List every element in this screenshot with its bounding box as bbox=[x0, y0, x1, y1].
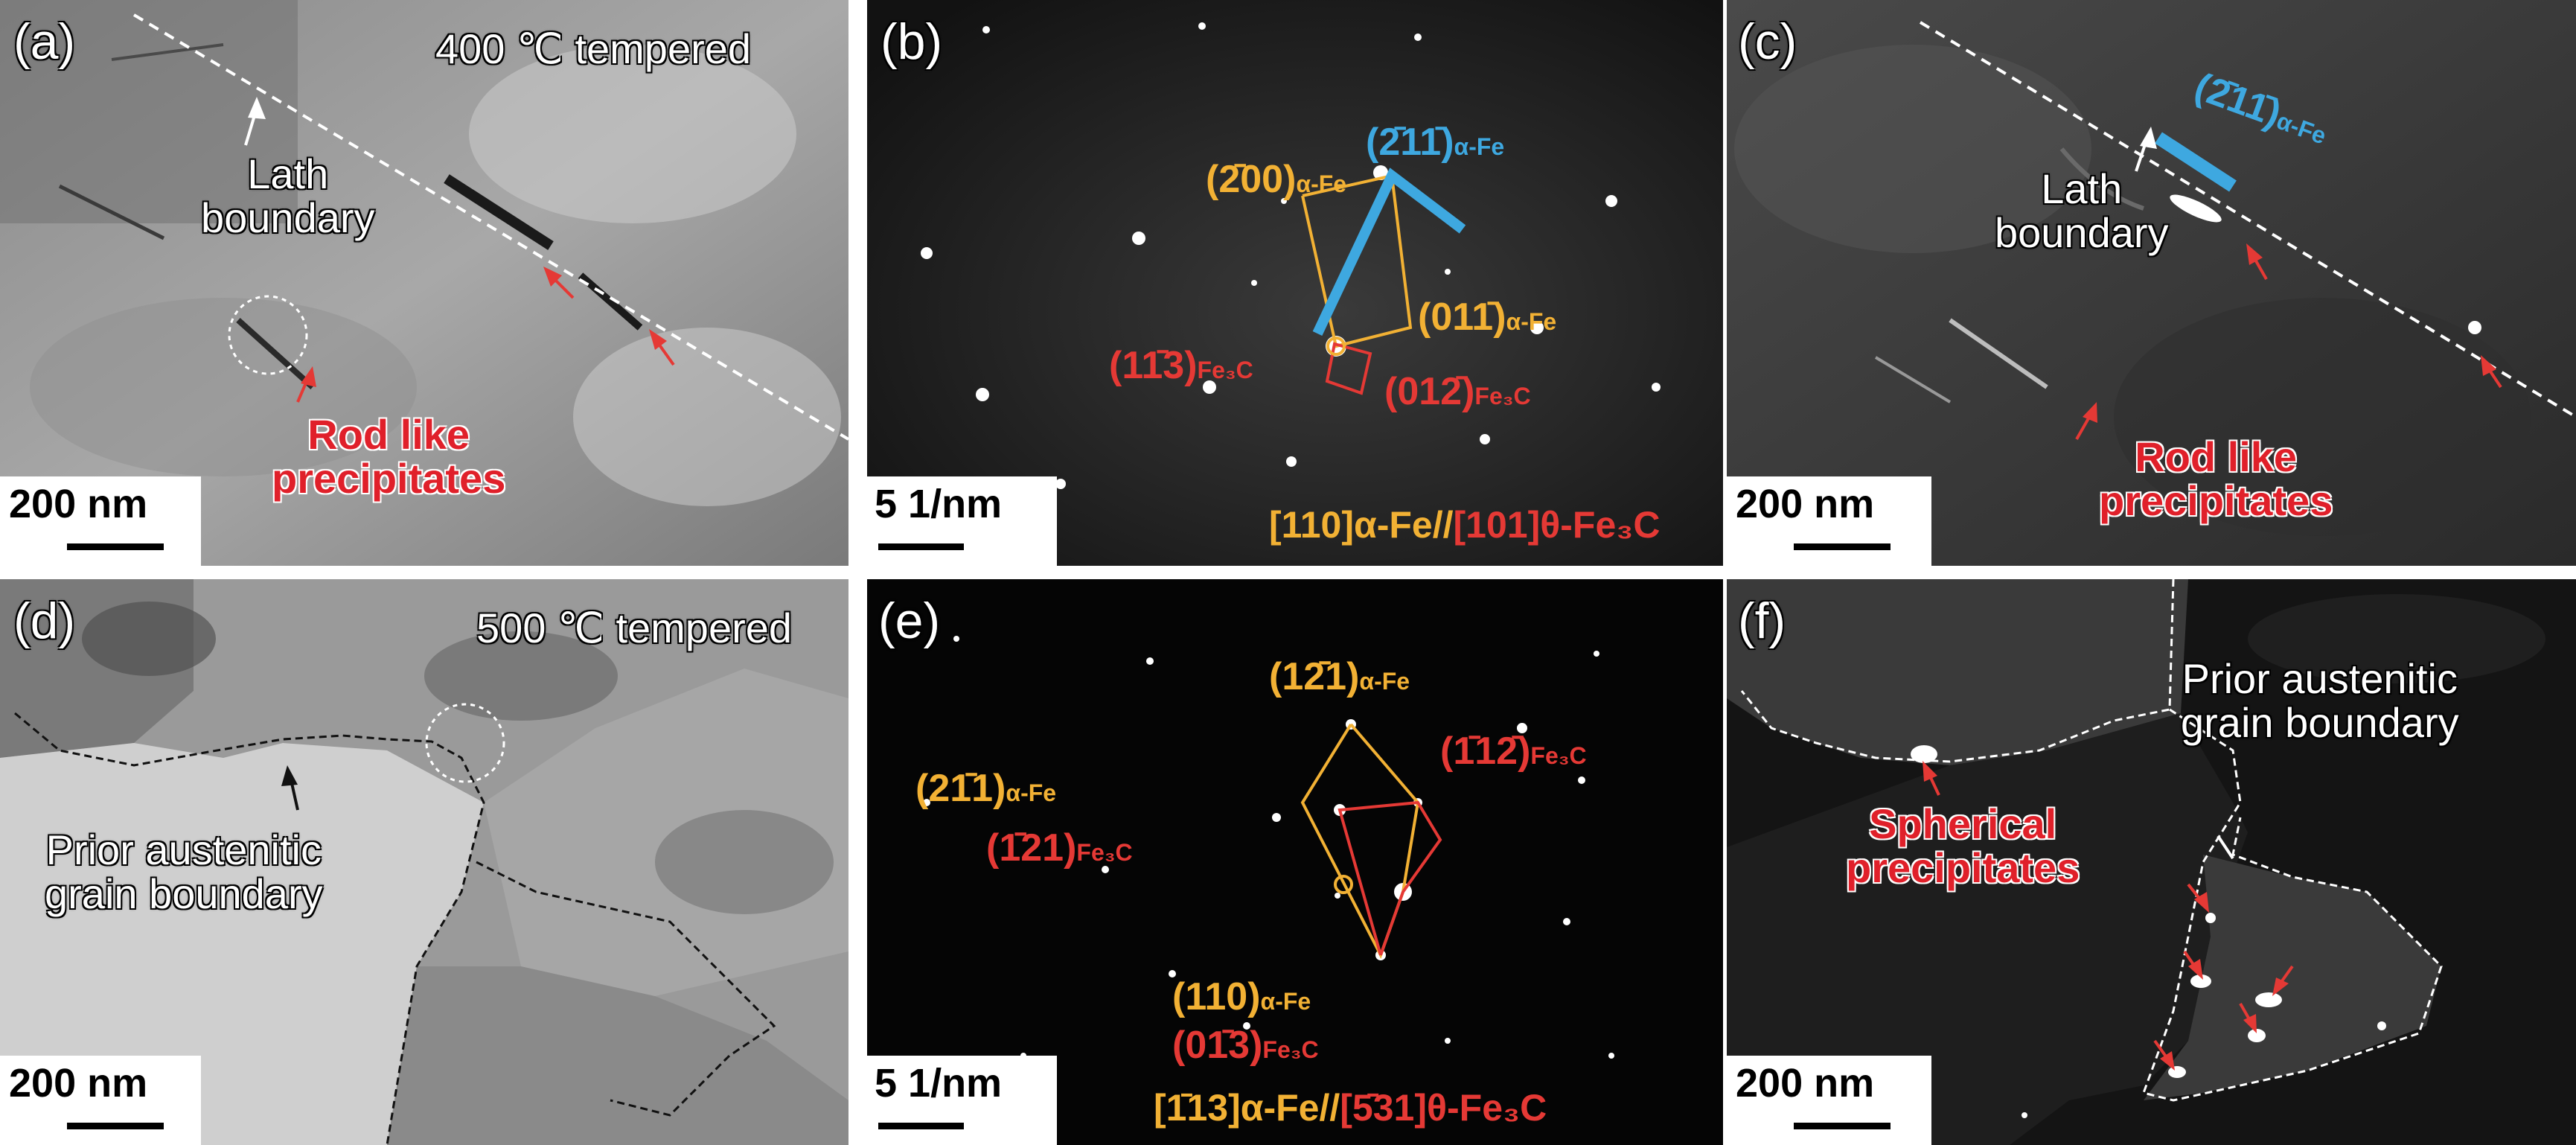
spot-label-113: (11̄3)Fe₃C bbox=[1109, 346, 1253, 385]
spot-sub-211-b: α-Fe bbox=[1454, 133, 1505, 160]
scalebar-box-d: 200 nm bbox=[0, 1056, 201, 1145]
diffraction-pattern-e bbox=[867, 579, 1723, 1145]
spot-sub-012: Fe₃C bbox=[1474, 383, 1531, 409]
diffraction-pattern-b bbox=[867, 0, 1723, 566]
pagb-label-d: Prior austenitic grain boundary bbox=[45, 826, 323, 917]
panel-e: (e) (12̄1)α-Fe (21̄1)α-Fe (1̄12̄)Fe₃C (1… bbox=[867, 579, 1723, 1145]
spot-label-013: (01̄3)Fe₃C bbox=[1172, 1026, 1319, 1065]
spot-sub-211-e: α-Fe bbox=[1006, 779, 1057, 806]
spot-sub-110: α-Fe bbox=[1260, 988, 1311, 1015]
spot-sub-200: α-Fe bbox=[1296, 170, 1347, 197]
zone-axis-theta-e: [5̄31]θ-Fe₃C bbox=[1340, 1087, 1547, 1129]
panel-label-a: (a) bbox=[13, 13, 76, 70]
temper-label-d: 500 ℃ tempered bbox=[476, 605, 793, 651]
tem-darkfield-image-c bbox=[1727, 0, 2576, 566]
panel-label-c: (c) bbox=[1738, 13, 1797, 70]
spot-index-211-b: (2̄11̄) bbox=[1366, 121, 1454, 164]
scalebar-text-c: 200 nm bbox=[1736, 482, 1875, 526]
panel-d: (d) 500 ℃ tempered Prior austenitic grai… bbox=[0, 579, 848, 1145]
spot-sub-113: Fe₃C bbox=[1197, 357, 1253, 383]
panel-b: (b) (2̄00)α-Fe (2̄11̄)α-Fe (011̄)α-Fe (1… bbox=[867, 0, 1723, 566]
spot-index-113: (11̄3) bbox=[1109, 344, 1198, 387]
tem-darkfield-image-f bbox=[1727, 579, 2576, 1145]
rod-precipitates-label-a: Rod like precipitates bbox=[272, 411, 506, 502]
tem-brightfield-image-a bbox=[0, 0, 848, 566]
scalebar-text-b: 5 1/nm bbox=[875, 482, 1003, 526]
scalebar-d bbox=[67, 1123, 164, 1129]
spot-index-011: (011̄) bbox=[1418, 296, 1506, 339]
scalebar-box-e: 5 1/nm bbox=[867, 1056, 1057, 1145]
tem-brightfield-image-d bbox=[0, 579, 848, 1145]
spot-label-110: (110)α-Fe bbox=[1172, 977, 1311, 1016]
spot-label-012: (012̄)Fe₃C bbox=[1384, 372, 1531, 411]
scalebar-text-a: 200 nm bbox=[9, 482, 148, 526]
scalebar-box-f: 200 nm bbox=[1727, 1056, 1931, 1145]
zone-axis-alpha-b: [110]α-Fe// bbox=[1269, 504, 1454, 546]
zone-axis-b: [110]α-Fe//[101]θ-Fe₃C bbox=[1269, 506, 1660, 543]
spot-label-112: (1̄12̄)Fe₃C bbox=[1440, 732, 1587, 771]
scalebar-box-c: 200 nm bbox=[1727, 476, 1931, 566]
panel-c: (c) (2̄11̄)α-Fe Lath boundary Rod like p… bbox=[1727, 0, 2576, 566]
spot-sub-121-fe3c: Fe₃C bbox=[1076, 839, 1133, 866]
lath-boundary-label-c: Lath boundary bbox=[1995, 165, 2169, 256]
spot-sub-011: α-Fe bbox=[1506, 308, 1557, 335]
panel-label-b: (b) bbox=[880, 13, 943, 70]
rod-precipitates-label-c: Rod like precipitates bbox=[2099, 433, 2333, 524]
spot-index-200: (2̄00) bbox=[1206, 158, 1297, 201]
spot-index-211-e: (21̄1) bbox=[915, 767, 1006, 810]
zone-axis-e: [1̄13]α-Fe//[5̄31]θ-Fe₃C bbox=[1154, 1089, 1547, 1126]
spot-label-121-fe3c: (1̄21)Fe₃C bbox=[986, 829, 1133, 867]
scalebar-text-e: 5 1/nm bbox=[875, 1061, 1003, 1106]
spot-label-011: (011̄)α-Fe bbox=[1418, 298, 1556, 337]
scalebar-c bbox=[1794, 543, 1891, 550]
spot-label-200: (2̄00)α-Fe bbox=[1206, 160, 1346, 199]
spot-index-012: (012̄) bbox=[1384, 370, 1475, 413]
scalebar-a bbox=[67, 543, 164, 550]
scalebar-f bbox=[1794, 1123, 1891, 1129]
spherical-precipitates-label-f: Spherical precipitates bbox=[1846, 800, 2080, 891]
zone-axis-alpha-e: [1̄13]α-Fe// bbox=[1154, 1087, 1340, 1129]
panel-label-e: (e) bbox=[878, 593, 941, 649]
spot-label-121-afe: (12̄1)α-Fe bbox=[1269, 657, 1410, 696]
spot-index-121-afe: (12̄1) bbox=[1269, 655, 1360, 698]
scalebar-box-a: 200 nm bbox=[0, 476, 201, 566]
panel-f: (f) Prior austenitic grain boundary Sphe… bbox=[1727, 579, 2576, 1145]
temper-label-a: 400 ℃ tempered bbox=[435, 25, 752, 72]
scalebar-text-d: 200 nm bbox=[9, 1061, 148, 1106]
panel-label-d: (d) bbox=[13, 593, 76, 649]
spot-index-110: (110) bbox=[1172, 975, 1261, 1018]
scalebar-e bbox=[878, 1123, 964, 1129]
panel-a: (a) 400 ℃ tempered Lath boundary Rod lik… bbox=[0, 0, 848, 566]
scalebar-box-b: 5 1/nm bbox=[867, 476, 1057, 566]
spot-index-013: (01̄3) bbox=[1172, 1024, 1263, 1067]
spot-index-121-fe3c: (1̄21) bbox=[986, 826, 1077, 870]
spot-label-211-e: (21̄1)α-Fe bbox=[915, 769, 1056, 808]
zone-axis-theta-b: [101]θ-Fe₃C bbox=[1453, 504, 1661, 546]
scalebar-b bbox=[878, 543, 964, 550]
spot-index-112: (1̄12̄) bbox=[1440, 730, 1531, 773]
pagb-label-f: Prior austenitic grain boundary bbox=[2181, 655, 2459, 746]
scalebar-text-f: 200 nm bbox=[1736, 1061, 1875, 1106]
spot-sub-121-afe: α-Fe bbox=[1359, 668, 1410, 695]
lath-boundary-label-a: Lath boundary bbox=[201, 150, 375, 241]
spot-sub-013: Fe₃C bbox=[1262, 1036, 1319, 1063]
spot-label-211-b: (2̄11̄)α-Fe bbox=[1366, 123, 1504, 162]
panel-label-f: (f) bbox=[1738, 593, 1786, 649]
spot-sub-112: Fe₃C bbox=[1530, 742, 1587, 769]
